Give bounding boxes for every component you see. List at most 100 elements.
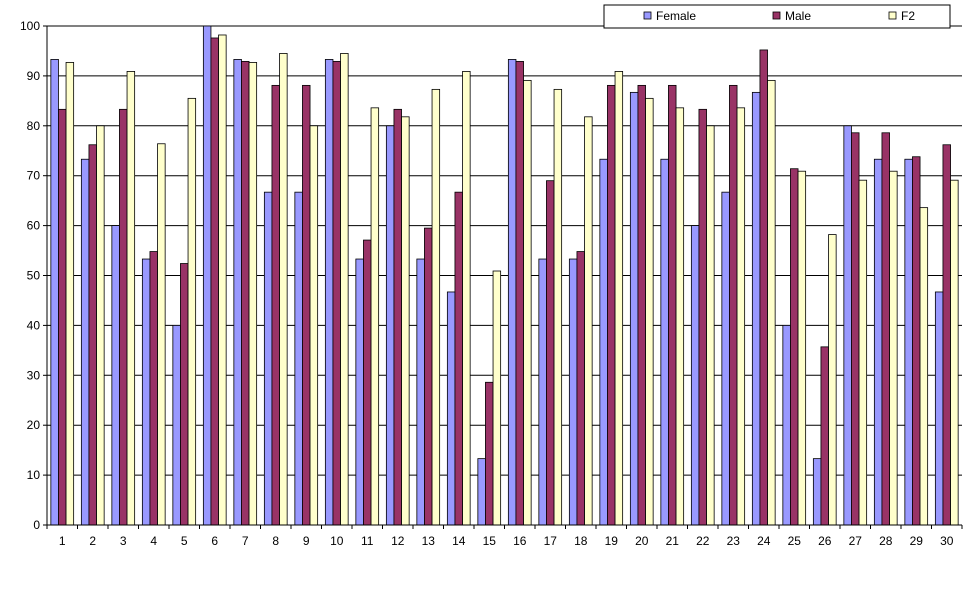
y-tick-label: 40 xyxy=(27,318,41,332)
bar-f2-20 xyxy=(645,97,654,526)
bar-f2-15 xyxy=(492,270,502,526)
y-tick-label: 50 xyxy=(27,269,41,283)
bar-female-2 xyxy=(80,158,90,526)
bar-female-18 xyxy=(568,258,578,526)
legend-label-female: Female xyxy=(656,9,696,23)
x-tick-label: 7 xyxy=(242,534,249,548)
bar-male-17 xyxy=(546,180,555,526)
legend-label-f2: F2 xyxy=(901,9,915,23)
legend-swatch-male xyxy=(772,11,781,20)
bar-female-16 xyxy=(507,59,517,526)
bar-male-28 xyxy=(881,132,890,526)
bar-male-29 xyxy=(912,156,921,526)
bar-male-25 xyxy=(790,168,799,526)
bar-f2-29 xyxy=(919,207,929,526)
bar-f2-30 xyxy=(950,179,959,526)
bar-f2-6 xyxy=(218,34,227,526)
x-tick-label: 18 xyxy=(574,534,588,548)
bar-female-5 xyxy=(172,324,181,526)
x-tick-label: 1 xyxy=(59,534,66,548)
y-tick-label: 20 xyxy=(27,418,41,432)
legend-swatch-f2 xyxy=(888,11,897,20)
bar-female-23 xyxy=(721,191,730,526)
bar-f2-17 xyxy=(553,88,563,526)
bar-female-17 xyxy=(538,258,547,526)
bar-female-6 xyxy=(202,25,212,526)
x-tick-label: 30 xyxy=(940,534,954,548)
bar-male-10 xyxy=(332,61,341,526)
x-tick-label: 9 xyxy=(303,534,310,548)
x-tick-label: 26 xyxy=(818,534,832,548)
bar-f2-5 xyxy=(187,97,197,526)
bar-f2-12 xyxy=(401,116,410,526)
x-tick-label: 20 xyxy=(635,534,649,548)
bar-female-30 xyxy=(934,291,944,526)
y-tick-label: 10 xyxy=(27,468,41,482)
bar-female-20 xyxy=(629,91,639,526)
bar-f2-1 xyxy=(65,62,75,526)
bar-male-19 xyxy=(607,84,616,526)
bar-male-9 xyxy=(302,84,311,526)
bar-f2-22 xyxy=(706,125,715,526)
bar-female-3 xyxy=(111,225,120,526)
legend-label-male: Male xyxy=(785,9,811,23)
bar-male-6 xyxy=(210,37,219,526)
bar-female-19 xyxy=(599,158,608,526)
x-tick-label: 8 xyxy=(272,534,279,548)
x-tick-label: 22 xyxy=(696,534,710,548)
x-tick-label: 5 xyxy=(181,534,188,548)
bar-female-12 xyxy=(385,125,395,526)
bar-female-9 xyxy=(294,191,303,526)
bar-male-21 xyxy=(668,84,677,526)
x-tick-label: 11 xyxy=(361,534,374,548)
bar-male-11 xyxy=(363,239,372,526)
bar-f2-16 xyxy=(523,79,532,526)
y-tick-label: 70 xyxy=(27,169,41,183)
bar-female-29 xyxy=(904,158,913,526)
bar-male-20 xyxy=(637,84,646,526)
bar-male-3 xyxy=(119,108,128,526)
x-tick-label: 27 xyxy=(849,534,863,548)
bar-f2-24 xyxy=(767,79,776,526)
bar-female-22 xyxy=(690,225,700,526)
bar-female-28 xyxy=(873,158,883,526)
bar-male-22 xyxy=(698,108,707,526)
bar-f2-3 xyxy=(126,71,136,526)
x-tick-label: 2 xyxy=(89,534,96,548)
x-tick-label: 3 xyxy=(120,534,127,548)
bar-male-7 xyxy=(241,61,250,526)
x-tick-label: 10 xyxy=(330,534,344,548)
bar-f2-28 xyxy=(889,170,898,526)
bar-f2-26 xyxy=(828,234,837,526)
bar-female-8 xyxy=(263,191,273,526)
y-tick-label: 30 xyxy=(27,368,41,382)
x-tick-label: 6 xyxy=(211,534,218,548)
bar-female-15 xyxy=(477,458,486,526)
y-tick-label: 0 xyxy=(33,518,40,532)
y-tick-label: 80 xyxy=(27,119,41,133)
bar-female-13 xyxy=(416,258,425,526)
x-tick-label: 19 xyxy=(605,534,619,548)
bar-female-1 xyxy=(50,59,59,526)
x-tick-label: 17 xyxy=(544,534,558,548)
bar-f2-27 xyxy=(858,179,868,526)
x-tick-label: 29 xyxy=(910,534,924,548)
bar-female-7 xyxy=(233,59,242,526)
bar-f2-13 xyxy=(431,88,441,526)
x-tick-label: 4 xyxy=(150,534,157,548)
bar-female-14 xyxy=(446,291,456,526)
bar-f2-2 xyxy=(96,125,105,526)
x-tick-label: 16 xyxy=(513,534,527,548)
x-tick-label: 15 xyxy=(483,534,497,548)
bar-male-27 xyxy=(851,132,860,526)
bar-male-24 xyxy=(759,49,768,526)
bar-male-15 xyxy=(485,381,494,526)
bar-male-23 xyxy=(729,84,738,526)
x-tick-label: 12 xyxy=(391,534,405,548)
x-tick-label: 25 xyxy=(788,534,802,548)
bar-male-2 xyxy=(88,144,97,526)
bar-f2-18 xyxy=(584,116,593,526)
bar-female-4 xyxy=(141,258,151,526)
